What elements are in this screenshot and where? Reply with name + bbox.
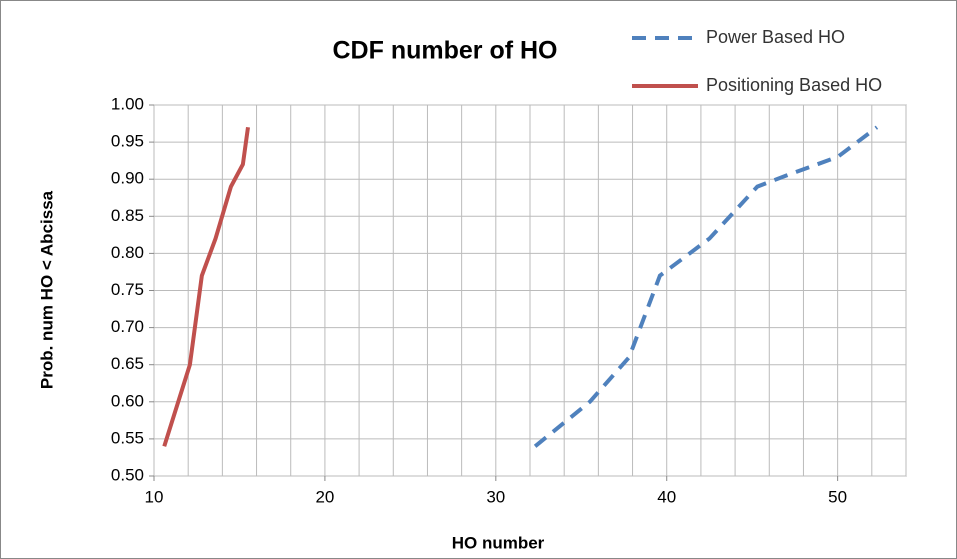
y-tick-label: 0.85 — [111, 206, 144, 225]
legend-text: Positioning Based HO — [706, 75, 882, 95]
y-tick-label: 0.55 — [111, 428, 144, 447]
x-axis-title: HO number — [452, 533, 545, 552]
x-tick-label: 20 — [315, 487, 334, 506]
y-tick-label: 1.00 — [111, 94, 144, 113]
y-tick-label: 0.80 — [111, 243, 144, 262]
series-line — [533, 125, 879, 448]
series-line — [162, 126, 250, 447]
x-tick-label: 40 — [657, 487, 676, 506]
y-tick-label: 0.60 — [111, 391, 144, 410]
x-tick-label: 30 — [486, 487, 505, 506]
y-tick-label: 0.75 — [111, 280, 144, 299]
y-tick-label: 0.50 — [111, 465, 144, 484]
y-tick-label: 0.65 — [111, 354, 144, 373]
y-axis-title: Prob. num HO < Abcissa — [37, 190, 56, 389]
x-tick-label: 10 — [145, 487, 164, 506]
legend-text: Power Based HO — [706, 27, 845, 47]
x-tick-label: 50 — [828, 487, 847, 506]
y-tick-label: 0.95 — [111, 132, 144, 151]
y-tick-label: 0.70 — [111, 317, 144, 336]
y-tick-label: 0.90 — [111, 169, 144, 188]
chart-title: CDF number of HO — [333, 37, 558, 65]
